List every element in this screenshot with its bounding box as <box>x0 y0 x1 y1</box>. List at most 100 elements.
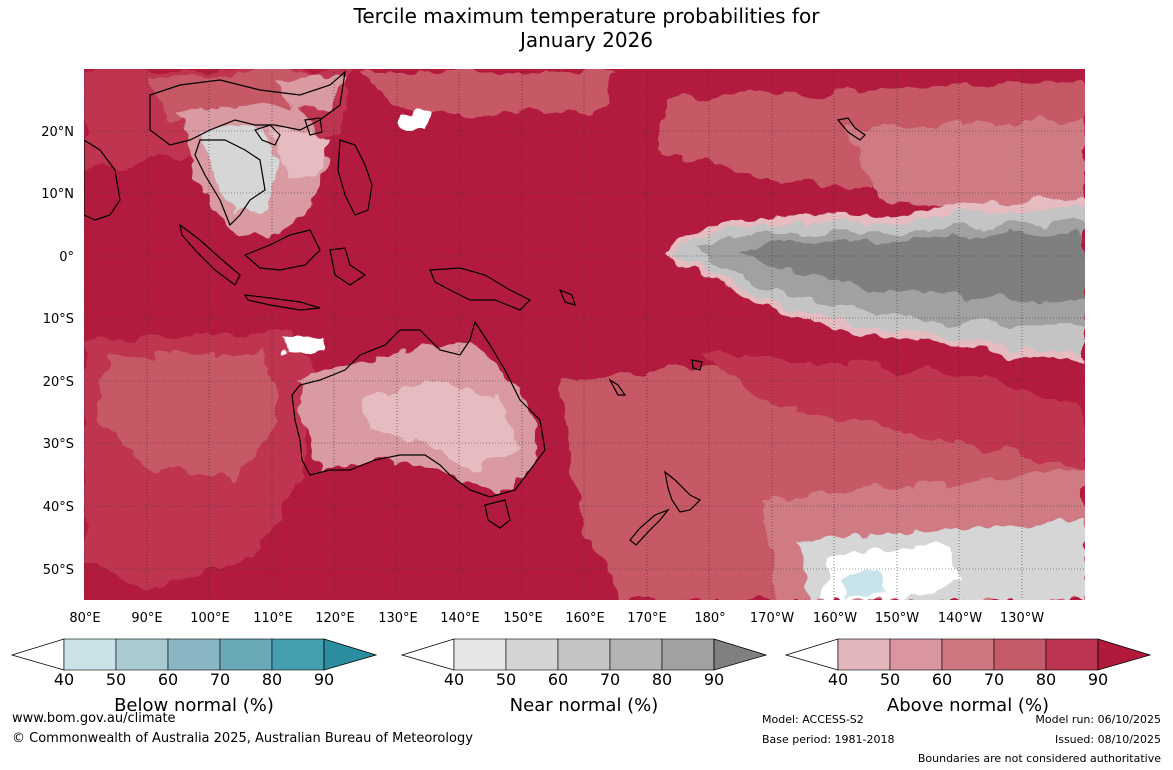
asia-mainland-outline <box>149 70 346 146</box>
model-text: Model: ACCESS-S2 <box>762 713 864 726</box>
colorbar-near-label: Near normal (%) <box>509 695 659 716</box>
colorbar-below-low-extend <box>10 638 65 671</box>
colorbar-above-segment <box>941 638 995 671</box>
solomon-islands-outline <box>558 288 576 306</box>
near90-cold-tongue-core <box>740 234 1085 300</box>
white-patch-north-pacific <box>400 112 430 128</box>
map-title-line2: January 2026 <box>519 28 654 52</box>
colorbar-tick: 70 <box>599 670 621 689</box>
asia-mixed-field <box>180 75 345 240</box>
india-outline <box>84 139 121 221</box>
colorbar-tick: 80 <box>651 670 673 689</box>
above60-region-north-east-pacific <box>850 120 1085 210</box>
near-normal-field <box>665 198 1085 362</box>
colorbar-tick: 90 <box>313 670 335 689</box>
colorbar-near-segment <box>557 638 611 671</box>
colorbar-tick: 60 <box>931 670 953 689</box>
colorbar-tick: 60 <box>157 670 179 689</box>
colorbar-near-segment <box>661 638 715 671</box>
coastlines <box>84 70 866 546</box>
map-title: Tercile maximum temperature probabilitie… <box>0 4 1173 52</box>
colorbar-near-segment <box>505 638 559 671</box>
colorbar-above-segment <box>993 638 1047 671</box>
lon-label: 130°W <box>1000 611 1044 626</box>
colorbar-above-high-extend <box>1097 638 1152 671</box>
disclaimer-text: Boundaries are not considered authoritat… <box>917 752 1161 765</box>
above80-region-south-pacific <box>700 350 1085 470</box>
lon-label: 90°E <box>131 611 162 626</box>
lat-label: 10°N <box>41 187 74 202</box>
new-zealand-south-outline <box>629 508 670 546</box>
lon-label: 140°W <box>938 611 982 626</box>
lat-label: 20°S <box>43 375 74 390</box>
colorbar-tick: 90 <box>703 670 725 689</box>
colorbar-tick: 50 <box>495 670 517 689</box>
southern-ocean-field <box>280 112 1085 600</box>
lat-label: 40°S <box>43 500 74 515</box>
above40-region-south-china <box>270 125 330 180</box>
philippines-outline <box>337 139 373 216</box>
map-area <box>84 69 1085 600</box>
map-gridlines <box>84 69 1085 600</box>
lon-label: 100°E <box>190 611 230 626</box>
colorbar-below-normal <box>10 638 378 671</box>
colorbar-below-segment <box>115 638 169 671</box>
colorbar-above-segment <box>889 638 943 671</box>
model-run-text: Model run: 06/10/2025 <box>1035 713 1161 726</box>
colorbar-tick: 40 <box>443 670 465 689</box>
lon-label: 180° <box>694 611 725 626</box>
lon-label: 150°W <box>875 611 919 626</box>
colorbar-tick: 80 <box>261 670 283 689</box>
colorbar-below-label: Below normal (%) <box>114 695 274 716</box>
colorbar-tick: 40 <box>827 670 849 689</box>
white-patch-indian-ocean <box>280 335 322 355</box>
longitude-labels: 80°E 90°E 100°E 110°E 120°E 130°E 140°E … <box>69 611 1044 626</box>
website-link[interactable]: www.bom.gov.au/climate <box>12 711 176 726</box>
colorbar-tick: 50 <box>105 670 127 689</box>
hainan-outline <box>254 124 281 146</box>
colorbar-tick: 50 <box>879 670 901 689</box>
lon-label: 140°E <box>440 611 480 626</box>
colorbar-tick: 70 <box>209 670 231 689</box>
latitude-labels: 20°N 10°N 0° 10°S 20°S 30°S 40°S 50°S <box>41 125 74 578</box>
colorbar-below-segment <box>219 638 273 671</box>
lat-label: 10°S <box>43 312 74 327</box>
australia-outline <box>291 320 546 498</box>
colorbar-below-segment <box>167 638 221 671</box>
above70-region-north-pacific <box>360 72 620 115</box>
lon-label: 160°E <box>565 611 605 626</box>
borneo-outline <box>243 229 321 271</box>
colorbar-above-label: Above normal (%) <box>886 695 1050 716</box>
new-caledonia-outline <box>608 378 627 396</box>
lon-label: 80°E <box>69 611 100 626</box>
colorbar-tick: 90 <box>1087 670 1109 689</box>
australia-field <box>300 340 540 495</box>
above70-region-indian-ocean <box>100 350 280 480</box>
colorbar-near-normal <box>400 638 768 671</box>
near-normal-region-indochina <box>200 125 280 215</box>
lon-label: 120°E <box>315 611 355 626</box>
above40-region-australia <box>360 380 520 470</box>
colorbar-above-low-extend <box>784 638 839 671</box>
colorbar-below-segment <box>63 638 117 671</box>
colorbar-above-segment <box>837 638 891 671</box>
lat-label: 30°S <box>43 437 74 452</box>
sumatra-outline <box>179 223 241 286</box>
lat-label: 20°N <box>41 125 74 140</box>
sulawesi-outline <box>329 247 367 286</box>
colorbar-tick: 40 <box>53 670 75 689</box>
colorbar-tick: 70 <box>983 670 1005 689</box>
hawaii-outline <box>836 117 866 141</box>
indochina-outline <box>194 139 266 227</box>
colorbar-near-high-extend <box>713 638 768 671</box>
lon-label: 150°E <box>503 611 543 626</box>
map-title-line1: Tercile maximum temperature probabilitie… <box>353 4 820 28</box>
colorbar-below-segment <box>271 638 325 671</box>
colorbar-above-normal <box>784 638 1152 671</box>
new-zealand-north-outline <box>664 470 702 513</box>
lon-label: 130°E <box>378 611 418 626</box>
java-outline <box>243 294 321 311</box>
tasmania-outline <box>484 499 511 529</box>
colorbar-near-segment <box>609 638 663 671</box>
